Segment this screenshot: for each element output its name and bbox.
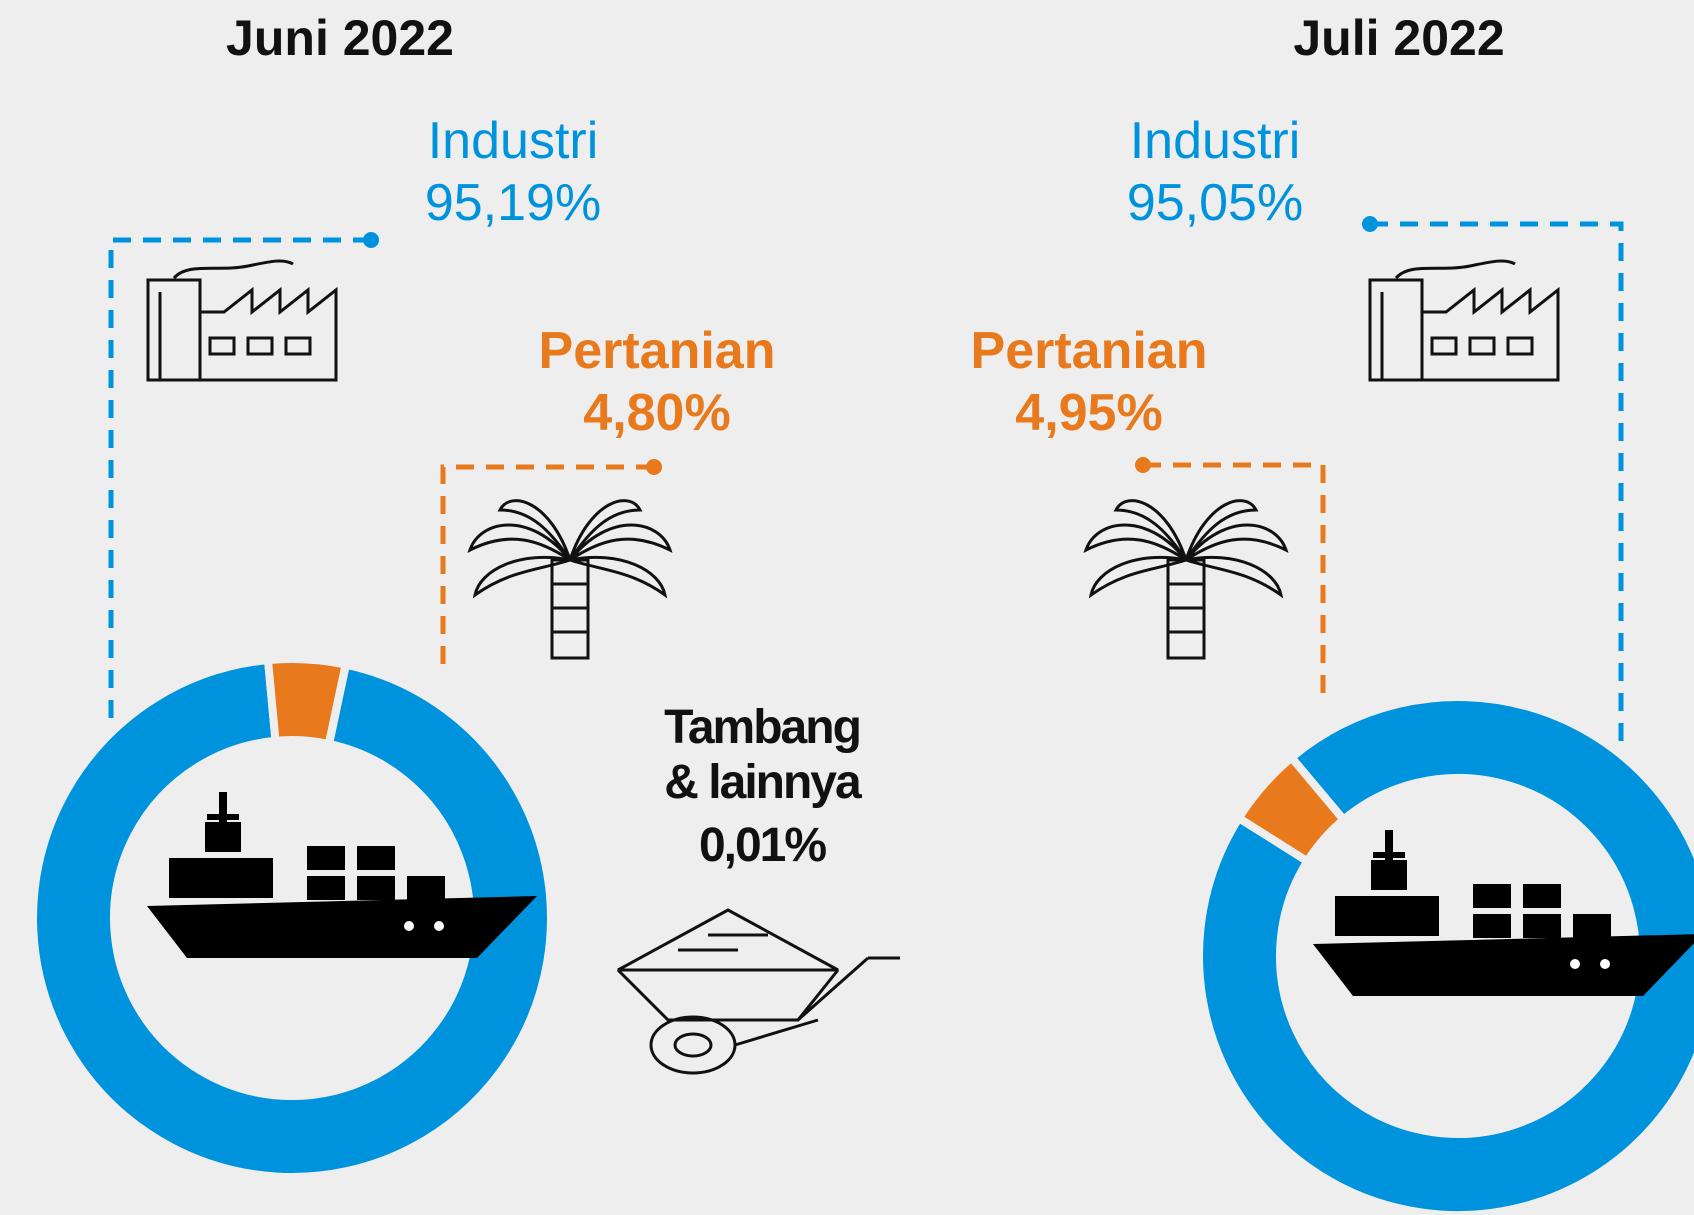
ship-part	[169, 858, 273, 898]
wheelbarrow-icon	[616, 908, 900, 1075]
ship-part	[1335, 896, 1439, 936]
category-label: Tambang & lainnya	[664, 701, 862, 810]
ship-icon	[147, 792, 537, 958]
ship-icon	[1313, 830, 1694, 996]
container	[1473, 884, 1511, 908]
chart-title: Juli 2022	[1293, 10, 1505, 66]
ship-part	[1385, 830, 1393, 860]
category-label: Industri	[427, 112, 599, 170]
factory-icon	[146, 259, 338, 382]
ship-part	[1373, 852, 1405, 858]
value-label: 0,01%	[698, 819, 827, 872]
ship-part	[205, 822, 241, 852]
donut-segment	[1233, 751, 1350, 867]
container	[1473, 914, 1511, 938]
palm-icon	[1083, 499, 1289, 660]
ship-part	[1371, 860, 1407, 890]
category-label: Pertanian	[970, 322, 1208, 380]
container	[407, 876, 445, 900]
chart-title: Juni 2022	[226, 10, 454, 66]
donut-segment	[29, 655, 555, 1181]
container	[357, 846, 395, 870]
value-label: 4,95%	[1015, 384, 1163, 442]
container	[307, 846, 345, 870]
palm-icon	[467, 499, 673, 660]
porthole	[1570, 959, 1580, 969]
value-label: 95,19%	[424, 174, 602, 232]
donut-segment	[1195, 693, 1694, 1215]
donuts	[29, 655, 1694, 1215]
container	[307, 876, 345, 900]
category-label: Industri	[1129, 112, 1301, 170]
container	[357, 876, 395, 900]
value-label: 95,05%	[1126, 174, 1304, 232]
leaders	[108, 216, 1624, 756]
value-label: 4,80%	[583, 384, 731, 442]
porthole	[404, 921, 414, 931]
container	[1523, 884, 1561, 908]
ship-part	[207, 814, 239, 820]
container	[1573, 914, 1611, 938]
porthole	[1600, 959, 1610, 969]
donut-segment	[324, 659, 351, 749]
ship-hull	[1313, 934, 1694, 996]
porthole	[434, 921, 444, 931]
ship-hull	[147, 896, 537, 958]
container	[1523, 914, 1561, 938]
factory-icon	[1368, 259, 1560, 382]
ship-part	[219, 792, 227, 822]
category-label: Pertanian	[538, 322, 776, 380]
